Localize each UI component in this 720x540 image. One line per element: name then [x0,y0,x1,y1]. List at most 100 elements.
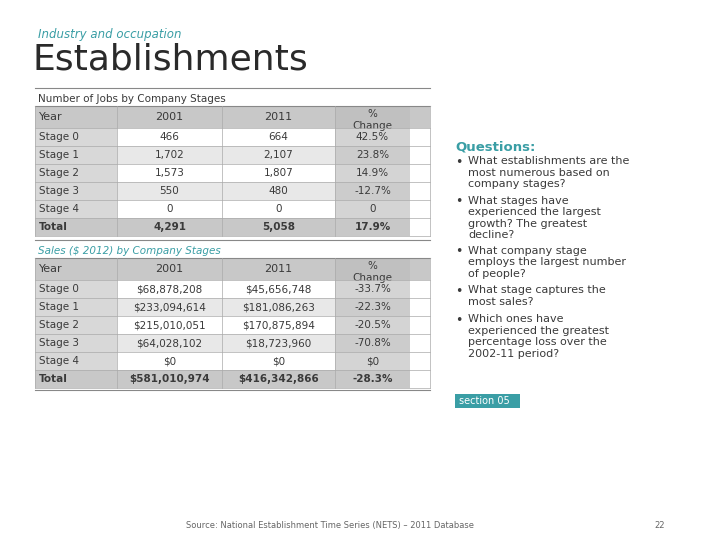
Text: Stage 0: Stage 0 [39,284,79,294]
Text: •: • [455,246,462,259]
Bar [34,244,431,258]
Text: 2001: 2001 [156,112,184,122]
Text: $0: $0 [272,356,285,366]
Text: 14.9%: 14.9% [356,168,389,178]
Text: What stage captures the
most sales?: What stage captures the most sales? [468,285,606,307]
Text: What stages have
experienced the largest
growth? The greatest
decline?: What stages have experienced the largest… [468,195,601,240]
Text: $45,656,748: $45,656,748 [246,284,312,294]
Bar [335,280,410,298]
Text: Total: Total [39,374,68,384]
Text: 4,291: 4,291 [153,222,186,232]
Bar [117,146,335,164]
Bar [335,258,410,280]
Text: $0: $0 [163,356,176,366]
Text: •: • [455,156,462,169]
Bar [35,164,117,182]
Text: 2011: 2011 [264,264,292,274]
Bar [117,128,335,146]
Bar [117,334,335,352]
Bar [35,258,430,280]
Text: Stage 2: Stage 2 [39,168,79,178]
Text: $0: $0 [366,356,379,366]
Text: 1,702: 1,702 [155,150,184,160]
Text: 5,058: 5,058 [262,222,295,232]
Text: -22.3%: -22.3% [354,302,391,312]
Text: What establishments are the
most numerous based on
company stages?: What establishments are the most numerou… [468,156,629,189]
Bar [35,146,117,164]
Bar [117,316,335,334]
Text: Stage 1: Stage 1 [39,150,79,160]
Text: %
Change: % Change [353,261,392,282]
Bar [117,370,335,388]
Text: Industry and occupation: Industry and occupation [38,28,181,41]
Text: Stage 1: Stage 1 [39,302,79,312]
Bar [335,164,410,182]
Bar [35,316,117,334]
Bar [335,182,410,200]
Text: Stage 2: Stage 2 [39,320,79,330]
Text: 2,107: 2,107 [264,150,293,160]
Text: 2001: 2001 [156,264,184,274]
Bar [117,298,335,316]
Text: •: • [455,314,462,327]
Text: Stage 4: Stage 4 [39,204,79,214]
Bar [117,200,335,218]
Text: Stage 4: Stage 4 [39,356,79,366]
Bar [35,218,117,236]
Text: $64,028,102: $64,028,102 [136,338,202,348]
Bar [35,128,117,146]
Text: Establishments: Establishments [33,42,309,76]
Bar [35,200,117,218]
Bar [35,370,117,388]
Text: 1,807: 1,807 [264,168,293,178]
Bar [35,298,117,316]
Bar [335,298,410,316]
Bar [117,280,335,298]
Text: $416,342,866: $416,342,866 [238,374,319,384]
Text: section 05: section 05 [459,396,510,406]
Bar [117,218,335,236]
Text: 550: 550 [160,186,179,196]
Text: %
Change: % Change [353,109,392,131]
Bar [117,352,335,370]
Text: $68,878,208: $68,878,208 [136,284,202,294]
Text: Source: National Establishment Time Series (NETS) – 2011 Database: Source: National Establishment Time Seri… [186,521,474,530]
Text: $233,094,614: $233,094,614 [133,302,206,312]
Text: •: • [455,195,462,208]
Text: $215,010,051: $215,010,051 [133,320,206,330]
Text: Questions:: Questions: [455,140,536,153]
Text: -12.7%: -12.7% [354,186,391,196]
Text: 42.5%: 42.5% [356,132,389,142]
Text: Total: Total [39,222,68,232]
Bar [335,316,410,334]
Bar [117,164,335,182]
Text: 466: 466 [160,132,179,142]
Bar [35,106,430,128]
Bar [35,182,117,200]
Text: -33.7%: -33.7% [354,284,391,294]
Bar [455,394,520,408]
Bar [35,334,117,352]
Text: $170,875,894: $170,875,894 [242,320,315,330]
Text: What company stage
employs the largest number
of people?: What company stage employs the largest n… [468,246,626,279]
Text: Number of Jobs by Company Stages: Number of Jobs by Company Stages [38,94,226,104]
Text: Which ones have
experienced the greatest
percentage loss over the
2002-11 period: Which ones have experienced the greatest… [468,314,609,359]
Text: 0: 0 [166,204,173,214]
Text: Year: Year [39,112,63,122]
Text: $581,010,974: $581,010,974 [129,374,210,384]
Bar [335,146,410,164]
Text: 0: 0 [369,204,376,214]
Text: 0: 0 [275,204,282,214]
Text: Stage 3: Stage 3 [39,338,79,348]
Text: 23.8%: 23.8% [356,150,389,160]
Text: 2011: 2011 [264,112,292,122]
Text: Stage 3: Stage 3 [39,186,79,196]
Bar [335,352,410,370]
Text: •: • [455,285,462,298]
Text: -20.5%: -20.5% [354,320,391,330]
Text: $181,086,263: $181,086,263 [242,302,315,312]
Text: 1,573: 1,573 [155,168,184,178]
Bar [335,370,410,388]
Bar [35,352,117,370]
Bar [34,92,431,106]
